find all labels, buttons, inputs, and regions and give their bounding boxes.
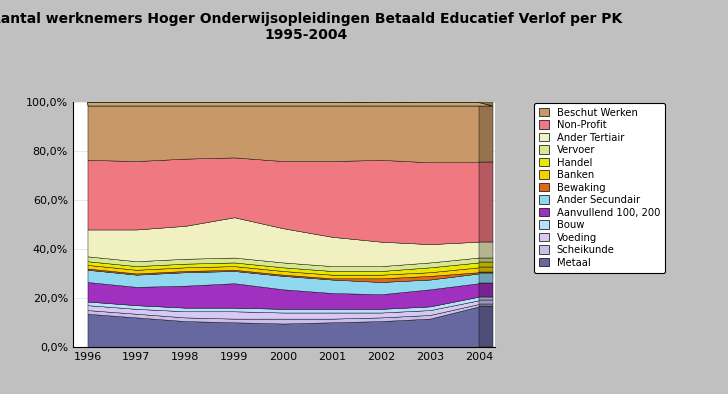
Polygon shape — [479, 102, 493, 162]
Polygon shape — [479, 258, 493, 262]
Text: Aantal werknemers Hoger Onderwijsopleidingen Betaald Educatief Verlof per PK
199: Aantal werknemers Hoger Onderwijsopleidi… — [0, 12, 622, 42]
Polygon shape — [479, 242, 493, 258]
Polygon shape — [479, 262, 493, 267]
Legend: Beschut Werken, Non-Profit, Ander Tertiair, Vervoer, Handel, Banken, Bewaking, A: Beschut Werken, Non-Profit, Ander Tertia… — [534, 102, 665, 273]
Polygon shape — [479, 162, 493, 242]
Polygon shape — [479, 300, 493, 304]
Polygon shape — [479, 307, 493, 347]
Polygon shape — [479, 283, 493, 297]
Polygon shape — [87, 102, 493, 106]
Polygon shape — [479, 267, 493, 272]
Polygon shape — [479, 304, 493, 307]
Polygon shape — [479, 273, 493, 283]
Polygon shape — [479, 297, 493, 300]
Polygon shape — [479, 272, 493, 273]
